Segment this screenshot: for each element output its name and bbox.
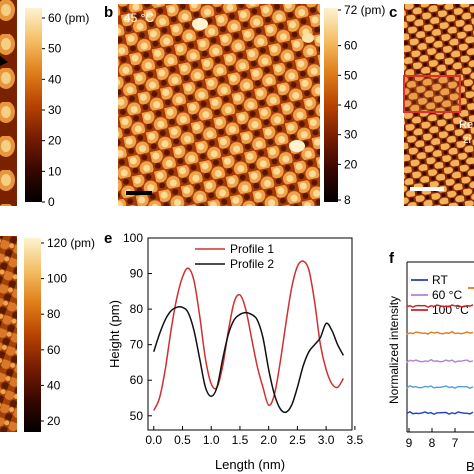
panel-label-b: b [104,4,113,21]
x-tick-label: 1.5 [232,433,249,447]
y-tick-label: 60 [130,373,144,387]
colorbar-tick-label: 60 [344,39,358,53]
bright-defect [302,33,314,43]
x-tick-label: 0.5 [174,433,191,447]
x-tick-label: 0.0 [145,433,162,447]
scale-bar-c [410,187,444,191]
f-legend-label: RT [432,273,448,287]
stm-image-d [0,236,17,432]
colorbar-tick-label: 60 [47,343,61,357]
stm-image-a [0,0,17,206]
y-tick-label: 100 [123,231,143,245]
x-tick-label: 2.5 [289,433,306,447]
legend-label: Profile 2 [230,257,274,271]
region-label: zi [463,134,471,146]
colorbar-tick-label: 40 [47,378,61,392]
legend-label: Profile 1 [230,242,274,256]
scale-bar-b [126,191,152,195]
f-spectrum-line [406,330,474,336]
x-tick-label: 3.5 [347,433,364,447]
f-x-tick-label: 9 [406,436,413,450]
colorbar-tick-label: 100 [47,272,67,286]
colorbar-tick-label: 50 [48,42,62,56]
plot-frame [147,237,353,431]
colorbar-b [324,8,338,202]
colorbar-tick-label: 20 [48,134,62,148]
x-tick-label: 2.0 [260,433,277,447]
colorbar-tick-label: 20 [47,414,61,428]
arrow-marker-icon [0,56,8,66]
colorbar-tick-label: 30 [344,128,358,142]
f-spectrum-line [406,411,474,416]
series-line-2 [153,306,345,414]
f-y-axis-label: Normalized intensity [387,296,401,404]
colorbar-d [24,238,41,432]
colorbar-tick-label: 72 (pm) [344,3,385,17]
bright-defect [289,140,305,152]
colorbar-tick-label: 60 (pm) [48,11,89,25]
temperature-annotation: 45 °C [124,11,154,25]
y-tick-label: 90 [130,267,144,281]
panel-label-c: c [389,4,397,21]
profile-chart: 50 60 70 80 90 100 0.0 0.5 1.0 1.5 2.0 2.5 3.0 3.5 Len… [107,231,364,472]
f-spectrum-line [406,304,474,309]
panel-label-e: e [104,230,112,247]
y-tick-label: 80 [130,302,144,316]
f-spectrum-line [406,384,474,389]
colorbar-tick-label: 20 [344,157,358,171]
region-label: Re [459,119,473,131]
y-tick-label: 70 [130,338,144,352]
x-tick-label: 3.0 [318,433,335,447]
colorbar-a [25,8,42,202]
colorbar-tick-label: 30 [48,103,62,117]
stm-image-c [404,4,474,206]
colorbar-tick-label: 0 [48,195,55,209]
f-legend-label: 60 °C [432,288,462,302]
colorbar-b-ticks: 72 (pm) 60 50 40 30 20 8 [338,3,385,207]
f-x-tick-label: 8 [429,436,436,450]
colorbar-tick-label: 40 [344,98,358,112]
bright-defect [192,18,208,30]
region-box [403,75,461,113]
panel-label-f: f [389,250,395,267]
y-axis-label: Height (pm) [107,300,122,368]
y-tick-label: 50 [130,409,144,423]
colorbar-tick-label: 40 [48,72,62,86]
series-line-1 [153,260,345,411]
stm-image-b [118,4,320,206]
colorbar-tick-label: 120 (pm) [47,236,95,250]
x-axis-label: Length (nm) [215,457,285,472]
colorbar-a-ticks: 60 (pm) 50 40 30 20 10 0 [42,11,89,209]
x-tick-label: 1.0 [203,433,220,447]
f-spectrum-line [406,358,474,364]
colorbar-tick-label: 50 [344,68,358,82]
f-x-tick-label: 7 [452,436,459,450]
colorbar-d-ticks: 120 (pm) 100 80 60 40 20 [41,236,95,428]
colorbar-tick-label: 10 [48,164,62,178]
colorbar-tick-label: 8 [344,193,351,207]
f-x-axis-label: Bi [466,459,474,474]
colorbar-tick-label: 80 [47,307,61,321]
